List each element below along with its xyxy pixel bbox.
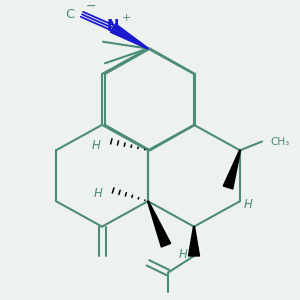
Text: H: H: [94, 187, 102, 200]
Text: H: H: [178, 248, 188, 262]
Text: −: −: [86, 0, 97, 13]
Polygon shape: [223, 150, 241, 189]
Polygon shape: [110, 24, 148, 49]
Polygon shape: [188, 226, 200, 256]
Text: H: H: [92, 139, 100, 152]
Text: H: H: [244, 198, 252, 211]
Polygon shape: [148, 201, 171, 247]
Text: C: C: [66, 8, 75, 21]
Text: +: +: [121, 13, 131, 23]
Text: CH₃: CH₃: [270, 136, 289, 146]
Text: N: N: [107, 19, 119, 34]
